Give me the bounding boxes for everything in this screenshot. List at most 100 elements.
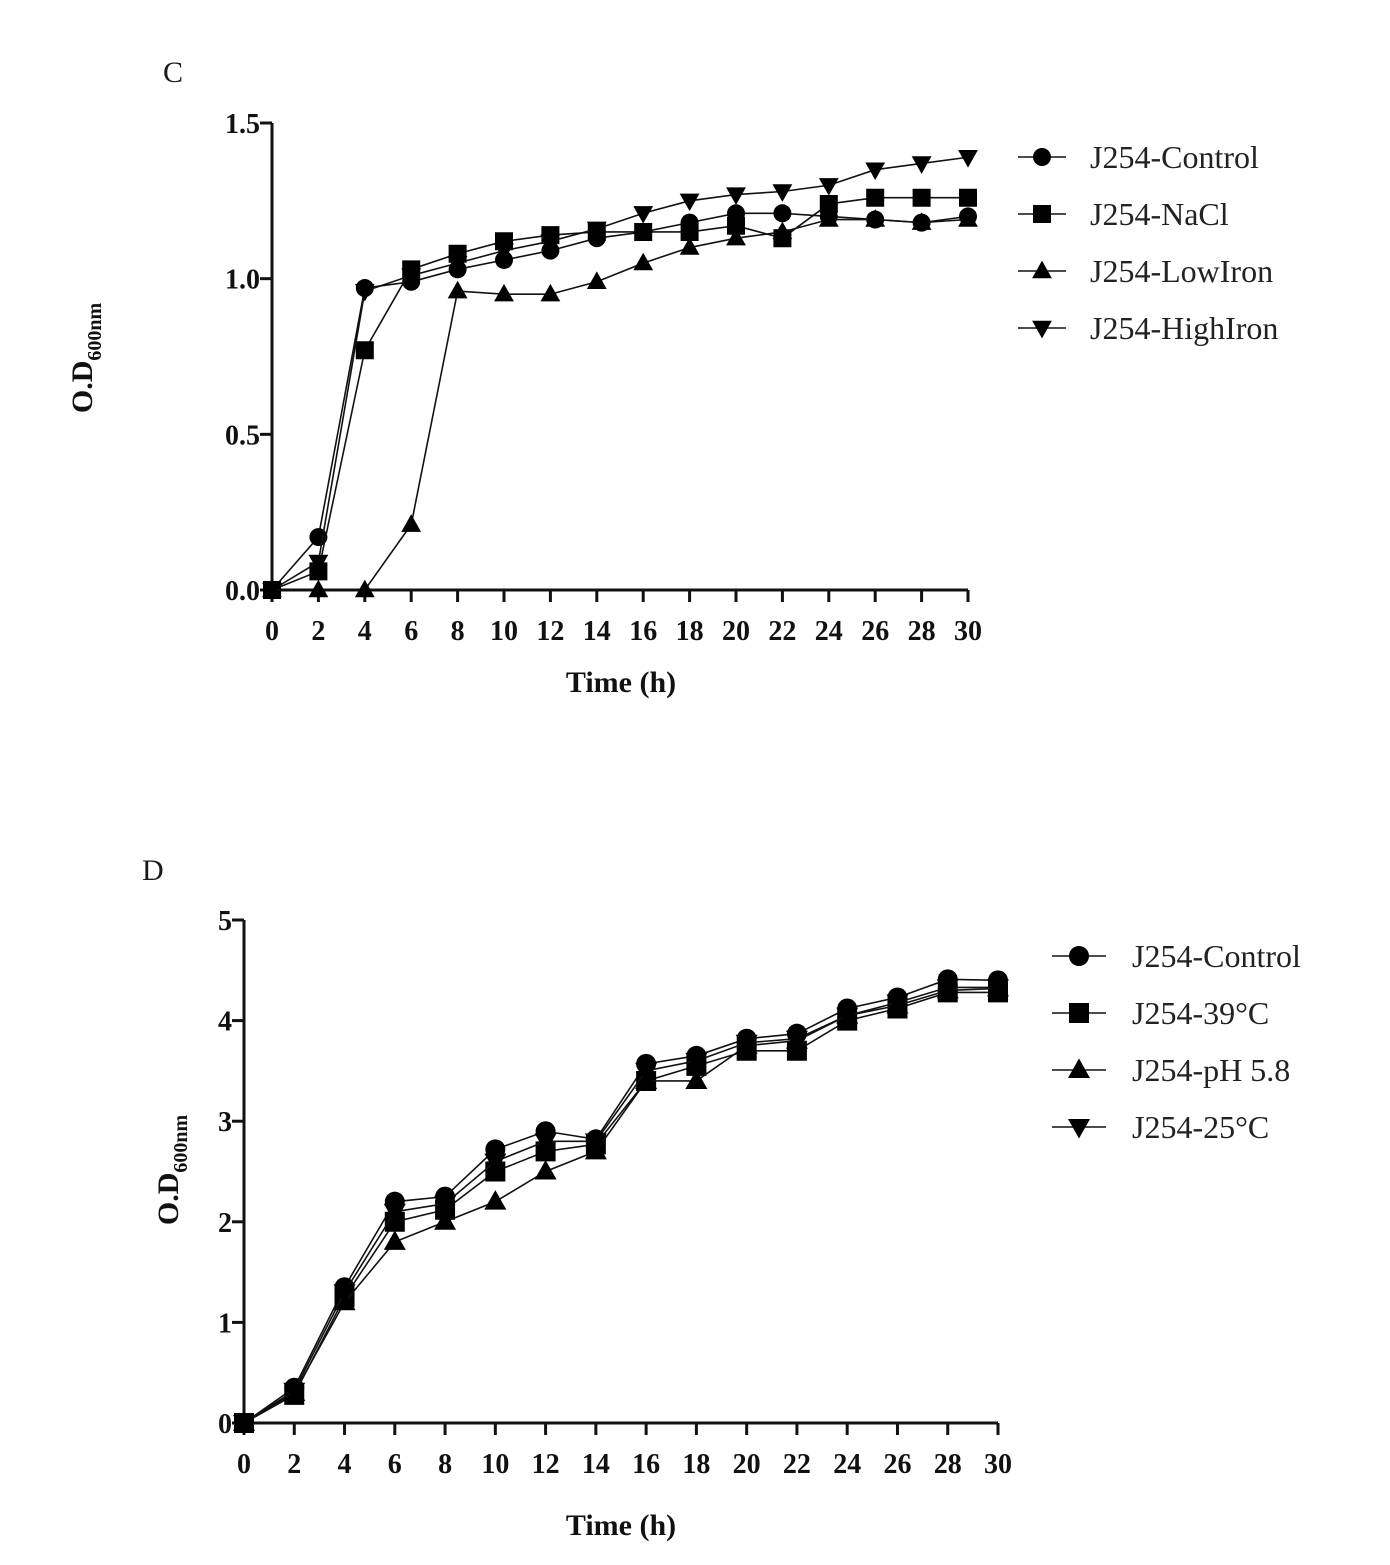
legend-label: J254-NaCl bbox=[1090, 196, 1229, 232]
legend-marker bbox=[1069, 946, 1089, 966]
x-tick-label: 12 bbox=[532, 1449, 560, 1480]
y-axis-title-d: O.D600nm bbox=[152, 1115, 192, 1226]
series-j254-25-c bbox=[233, 979, 1009, 1435]
series-j254-highiron bbox=[262, 150, 978, 601]
data-point-j254-lowiron bbox=[401, 514, 422, 532]
data-point-j254-25-c bbox=[886, 994, 909, 1014]
x-tick-label: 14 bbox=[582, 1449, 610, 1480]
y-axis-title-c: O.D600nm bbox=[66, 303, 106, 414]
series-line-j254-39-c bbox=[243, 991, 998, 1424]
data-point-j254-lowiron bbox=[633, 252, 654, 271]
x-tick-label: 2 bbox=[287, 1449, 301, 1480]
data-point-j254-lowiron bbox=[818, 209, 839, 227]
data-point-j254-lowiron bbox=[958, 209, 978, 227]
data-point-j254-25-c bbox=[233, 1415, 255, 1435]
axes-d bbox=[232, 920, 998, 1425]
series-line-j254-control bbox=[271, 212, 969, 591]
data-point-j254-25-c bbox=[635, 1062, 658, 1083]
data-point-j254-nacl bbox=[680, 222, 699, 241]
x-tick-label: 4 bbox=[338, 1449, 352, 1480]
data-point-j254-lowiron bbox=[447, 280, 468, 299]
x-axis-title-c: Time (h) bbox=[566, 666, 676, 699]
data-point-j254-highiron bbox=[262, 582, 282, 601]
x-tick-label: 28 bbox=[934, 1449, 962, 1480]
x-tick-label: 10 bbox=[490, 616, 518, 647]
data-point-j254-lowiron bbox=[494, 283, 514, 302]
data-point-j254-highiron bbox=[772, 184, 793, 202]
legend-marker bbox=[1033, 148, 1051, 166]
data-point-j254-25-c bbox=[584, 1133, 607, 1153]
legend-label: J254-LowIron bbox=[1090, 253, 1273, 289]
series-j254-lowiron bbox=[262, 209, 978, 598]
data-point-j254-25-c bbox=[434, 1195, 457, 1216]
data-point-j254-25-c bbox=[785, 1030, 808, 1051]
data-point-j254-25-c bbox=[484, 1153, 507, 1173]
x-tick-label: 22 bbox=[768, 616, 796, 647]
data-point-j254-highiron bbox=[494, 243, 514, 261]
data-point-j254-lowiron bbox=[726, 227, 746, 246]
legend-marker bbox=[1068, 1058, 1090, 1078]
series-line-j254-nacl bbox=[271, 196, 968, 591]
legend-label: J254-Control bbox=[1132, 938, 1301, 974]
data-point-j254-lowiron bbox=[308, 579, 329, 598]
data-point-j254-lowiron bbox=[772, 221, 793, 240]
y-tick-label: 5 bbox=[218, 906, 232, 937]
axes-c bbox=[260, 123, 968, 592]
y-tick-label: 1.0 bbox=[225, 265, 260, 296]
x-tick-label: 24 bbox=[815, 616, 843, 647]
series-group-d bbox=[233, 969, 1009, 1435]
data-point-j254-highiron bbox=[818, 178, 839, 196]
series-j254-39-c bbox=[234, 982, 1008, 1433]
legend-marker bbox=[1068, 1119, 1090, 1139]
y-tick-label: 1.5 bbox=[225, 109, 260, 140]
data-point-j254-25-c bbox=[283, 1382, 306, 1403]
data-point-j254-25-c bbox=[333, 1284, 356, 1304]
data-point-j254-25-c bbox=[836, 1007, 859, 1028]
legend-label: J254-pH 5.8 bbox=[1132, 1052, 1290, 1088]
data-point-j254-ph-5-8 bbox=[534, 1160, 557, 1180]
data-point-j254-highiron bbox=[308, 554, 329, 573]
data-point-j254-highiron bbox=[865, 162, 886, 181]
series-j254-control bbox=[263, 204, 977, 599]
y-tick-label: 4 bbox=[218, 1007, 232, 1038]
series-line-j254-lowiron bbox=[272, 218, 969, 591]
data-point-j254-25-c bbox=[383, 1203, 406, 1224]
series-j254-ph-5-8 bbox=[233, 976, 1009, 1431]
data-point-j254-highiron bbox=[911, 156, 932, 174]
data-point-j254-nacl bbox=[634, 222, 653, 241]
data-point-j254-highiron bbox=[726, 187, 746, 205]
legend-label: J254-Control bbox=[1090, 139, 1259, 175]
x-tick-label: 8 bbox=[451, 616, 465, 647]
data-point-j254-nacl bbox=[819, 194, 838, 213]
ticks-c: 0.00.51.01.50 2 4 6 8 10 12 14 16 18 20 22 24 26 28 30 bbox=[225, 109, 982, 647]
data-point-j254-nacl bbox=[866, 188, 885, 207]
y-tick-label: 3 bbox=[218, 1107, 232, 1138]
panel-letter-c: C bbox=[163, 56, 183, 89]
series-line-j254-25-c bbox=[243, 986, 998, 1424]
data-point-j254-25-c bbox=[987, 979, 1009, 999]
data-point-j254-lowiron bbox=[586, 271, 607, 289]
y-tick-label: 0.5 bbox=[225, 420, 260, 451]
panel-letter-d: D bbox=[142, 854, 164, 887]
x-tick-label: 20 bbox=[733, 1449, 761, 1480]
data-point-j254-ph-5-8 bbox=[383, 1230, 406, 1250]
legend-label: J254-HighIron bbox=[1090, 310, 1278, 346]
data-point-j254-lowiron bbox=[679, 237, 700, 255]
x-tick-label: 28 bbox=[908, 616, 936, 647]
data-point-j254-highiron bbox=[540, 234, 561, 252]
x-tick-label: 26 bbox=[861, 616, 889, 647]
data-point-j254-nacl bbox=[912, 188, 931, 207]
data-point-j254-highiron bbox=[447, 255, 468, 274]
x-tick-label: 26 bbox=[883, 1449, 911, 1480]
x-axis-title-d: Time (h) bbox=[566, 1509, 676, 1542]
data-point-j254-highiron bbox=[401, 268, 422, 286]
data-point-j254-25-c bbox=[936, 979, 959, 999]
data-point-j254-ph-5-8 bbox=[484, 1190, 507, 1210]
legend-marker bbox=[1032, 320, 1052, 339]
x-tick-label: 30 bbox=[984, 1449, 1012, 1480]
data-point-j254-highiron bbox=[354, 283, 375, 302]
data-point-j254-highiron bbox=[679, 193, 700, 212]
